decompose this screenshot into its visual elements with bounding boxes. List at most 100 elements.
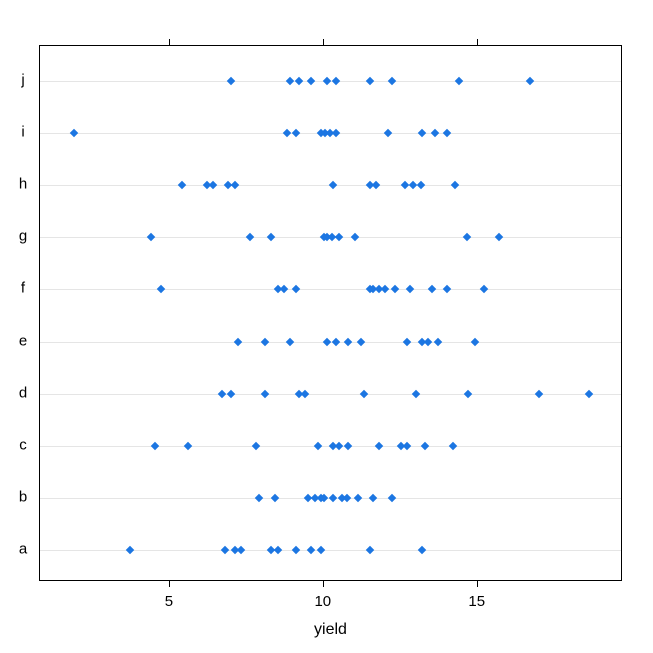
data-point	[495, 233, 504, 242]
data-point	[387, 493, 396, 503]
data-point	[470, 337, 479, 346]
data-point	[344, 441, 353, 451]
data-point	[313, 441, 322, 451]
data-point	[365, 545, 375, 555]
data-point	[233, 337, 242, 346]
data-point	[427, 285, 436, 294]
data-point	[464, 389, 473, 398]
data-point	[285, 76, 295, 86]
data-point	[316, 545, 325, 555]
data-point	[279, 285, 289, 294]
data-point	[450, 180, 459, 190]
data-point	[368, 493, 378, 503]
data-point	[331, 337, 341, 346]
data-point	[442, 285, 452, 294]
y-category-label: h	[18, 175, 28, 193]
data-point	[217, 389, 227, 398]
y-category-label: a	[18, 540, 28, 558]
data-point	[331, 76, 341, 86]
x-tick-label: 15	[468, 593, 486, 610]
data-point	[245, 233, 255, 242]
data-point	[322, 337, 332, 346]
data-point	[301, 389, 310, 398]
data-point	[416, 180, 426, 190]
data-point	[230, 180, 239, 190]
y-category-label: f	[20, 279, 26, 297]
data-point	[384, 128, 393, 138]
data-point	[236, 545, 245, 555]
data-point	[273, 545, 282, 555]
data-point	[430, 128, 439, 138]
y-category-label: c	[19, 436, 27, 454]
data-point	[359, 389, 369, 398]
x-tick-top	[476, 39, 478, 45]
data-point	[177, 180, 187, 190]
data-point	[418, 128, 427, 138]
data-point	[381, 285, 390, 294]
data-point	[291, 545, 301, 555]
y-category-label: g	[18, 227, 28, 245]
x-tick-bottom	[322, 581, 324, 587]
y-category-label: b	[18, 488, 28, 506]
data-point	[365, 76, 375, 86]
data-point	[390, 285, 399, 294]
data-point	[353, 493, 362, 503]
gridline	[40, 549, 621, 551]
data-point	[421, 441, 430, 451]
data-point	[285, 337, 295, 346]
data-point	[584, 389, 593, 398]
data-point	[402, 441, 412, 451]
y-category-label: e	[18, 332, 28, 350]
x-tick-top	[322, 39, 324, 45]
data-point	[350, 233, 359, 242]
data-point	[334, 441, 344, 451]
data-point	[374, 441, 384, 451]
data-point	[479, 285, 489, 294]
plot-area	[39, 45, 622, 581]
data-point	[462, 233, 472, 242]
data-point	[294, 76, 304, 86]
x-tick-label: 10	[314, 593, 332, 610]
data-point	[356, 337, 365, 346]
x-tick-bottom	[168, 581, 170, 587]
data-point	[418, 545, 427, 555]
data-point	[448, 441, 458, 451]
data-point	[251, 441, 261, 451]
data-point	[322, 76, 332, 86]
data-point	[150, 441, 159, 451]
data-point	[227, 76, 236, 86]
data-point	[411, 389, 421, 398]
data-point	[454, 76, 464, 86]
data-point	[525, 76, 535, 86]
data-point	[433, 337, 442, 346]
x-tick-bottom	[476, 581, 478, 587]
data-point	[156, 285, 165, 294]
data-point	[328, 180, 338, 190]
data-point	[307, 545, 316, 555]
data-point	[184, 441, 193, 451]
data-point	[267, 233, 276, 242]
data-point	[371, 180, 381, 190]
data-point	[261, 337, 270, 346]
data-point	[221, 545, 230, 555]
data-point	[334, 233, 344, 242]
data-point	[70, 128, 79, 138]
data-point	[261, 389, 270, 398]
data-point	[270, 493, 279, 503]
y-category-label: d	[18, 384, 28, 402]
data-point	[282, 128, 292, 138]
data-point	[402, 337, 412, 346]
x-tick-top	[168, 39, 170, 45]
data-point	[125, 545, 135, 555]
data-point	[291, 128, 301, 138]
data-point	[424, 337, 433, 346]
data-point	[291, 285, 301, 294]
data-point	[208, 180, 218, 190]
x-axis-title: yield	[314, 621, 347, 638]
data-point	[328, 493, 338, 503]
data-point	[442, 128, 452, 138]
data-point	[344, 337, 353, 346]
gridline	[40, 393, 621, 395]
data-point	[405, 285, 415, 294]
